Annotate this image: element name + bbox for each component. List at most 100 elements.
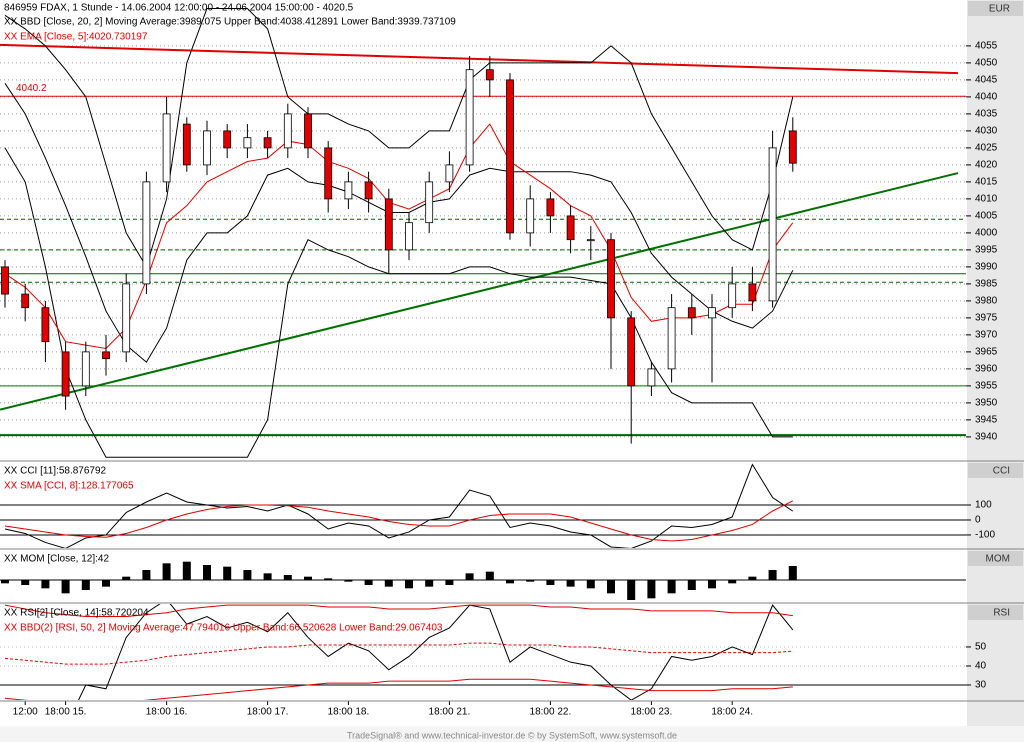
y-tick-label: 3995 [975, 245, 998, 256]
candle-body [364, 181, 373, 200]
axis-label: EUR [989, 4, 1010, 15]
y-tick-label: 4030 [975, 126, 998, 137]
series-line [4, 7, 794, 269]
x-tick-label: 18:00 24. [711, 707, 753, 718]
bar [708, 580, 716, 589]
legend-entry: XX SMA [CCI, 8]:128.177065 [4, 481, 134, 492]
chart-title: 846959 FDAX, 1 Stunde - 14.06.2004 12:00… [4, 3, 354, 14]
series-line [4, 604, 793, 618]
bar [627, 580, 636, 600]
bar [465, 573, 474, 580]
footer: TradeSignal® and www.technical-investor.… [347, 730, 677, 740]
series-line [4, 642, 793, 665]
axis-label-box [968, 1, 1023, 16]
panel [0, 604, 966, 700]
y-tick-label: 3950 [975, 398, 998, 409]
series-line [4, 123, 794, 350]
x-tick-label: 18:00 23. [631, 707, 673, 718]
y-tick-label: 4015 [975, 177, 998, 188]
candle-body [586, 239, 595, 242]
candle-body [526, 198, 535, 234]
bar [405, 580, 413, 589]
x-tick-label: 18:00 18. [328, 707, 370, 718]
candle-body [1, 266, 9, 295]
y-tick-label: 3985 [975, 279, 998, 290]
bar [304, 576, 312, 580]
candle-body [748, 283, 757, 302]
candle-body [728, 283, 737, 309]
y-tick-label: 4035 [975, 109, 998, 120]
y-tick-label: 4050 [975, 58, 998, 69]
bar [526, 580, 535, 582]
x-tick-label: 18:00 22. [530, 707, 572, 718]
axis-label-box [968, 551, 1023, 566]
y-tick-label: 3965 [975, 347, 998, 358]
axis-label-box [968, 605, 1023, 620]
legend-entry: XX MOM [Close, 12]:42 [4, 554, 109, 565]
candle-body [667, 307, 676, 370]
y-tick-label: 4025 [975, 143, 998, 154]
x-tick-label: 18:00 16. [146, 707, 188, 718]
bar [41, 580, 50, 589]
bar [344, 580, 353, 582]
bar [364, 580, 373, 585]
candle-body [384, 198, 393, 251]
candle-body [687, 307, 696, 319]
y-tick-label: 4010 [975, 194, 998, 205]
bar [223, 566, 232, 580]
y-tick-label: 3960 [975, 364, 998, 375]
bar [1, 580, 9, 584]
y-tick-label: 4005 [975, 211, 998, 222]
bar [687, 580, 696, 590]
candle-body [122, 283, 131, 353]
y-tick-label: -100 [975, 530, 995, 541]
bar [203, 565, 211, 580]
y-tick-label: 4040 [975, 92, 998, 103]
candle-body [223, 130, 232, 149]
candle-body [708, 307, 716, 319]
series-line [4, 678, 793, 700]
legend-entry: XX BBD(2) [RSI, 50, 2] Moving Average:47… [4, 623, 443, 634]
bar [182, 561, 191, 580]
legend-entry: XX EMA [Close, 5]:4020.730197 [4, 32, 148, 43]
candle-body [506, 79, 514, 234]
bar [485, 571, 494, 580]
panel [0, 7, 966, 458]
candle-body [546, 198, 555, 217]
bar [546, 580, 555, 585]
x-tick-label: 18:00 17. [247, 707, 289, 718]
bar [607, 580, 615, 594]
axis-label: RSI [993, 608, 1010, 619]
panel [0, 463, 966, 548]
candle-body [203, 130, 211, 166]
bar [748, 576, 757, 580]
axis-label: MOM [986, 554, 1010, 565]
candle-body [445, 164, 454, 183]
candle-body [243, 137, 252, 149]
candle-body [405, 222, 413, 251]
bar [263, 573, 272, 580]
candle-body [647, 368, 656, 387]
y-tick-label: 3970 [975, 330, 998, 341]
candle-body [21, 293, 30, 309]
level-label: 4040.2 [16, 83, 47, 94]
candle-body [61, 351, 70, 397]
footer-area [0, 726, 1024, 742]
bar [162, 563, 171, 580]
candle-body [81, 351, 90, 387]
y-tick-label: 4000 [975, 228, 998, 239]
bar [506, 580, 514, 584]
candle-body [304, 113, 312, 149]
trend-line [0, 172, 959, 411]
panel [0, 561, 966, 600]
bar [384, 580, 393, 587]
series-line [4, 500, 794, 542]
legend-entry: XX CCI [11]:58.876792 [4, 466, 107, 477]
y-tick-label: 3980 [975, 296, 998, 307]
candle-body [344, 181, 353, 200]
y-tick-label: 30 [975, 680, 987, 691]
y-tick-label: 3990 [975, 262, 998, 273]
axis-label-box [968, 463, 1023, 478]
y-tick-label: 3975 [975, 313, 998, 324]
